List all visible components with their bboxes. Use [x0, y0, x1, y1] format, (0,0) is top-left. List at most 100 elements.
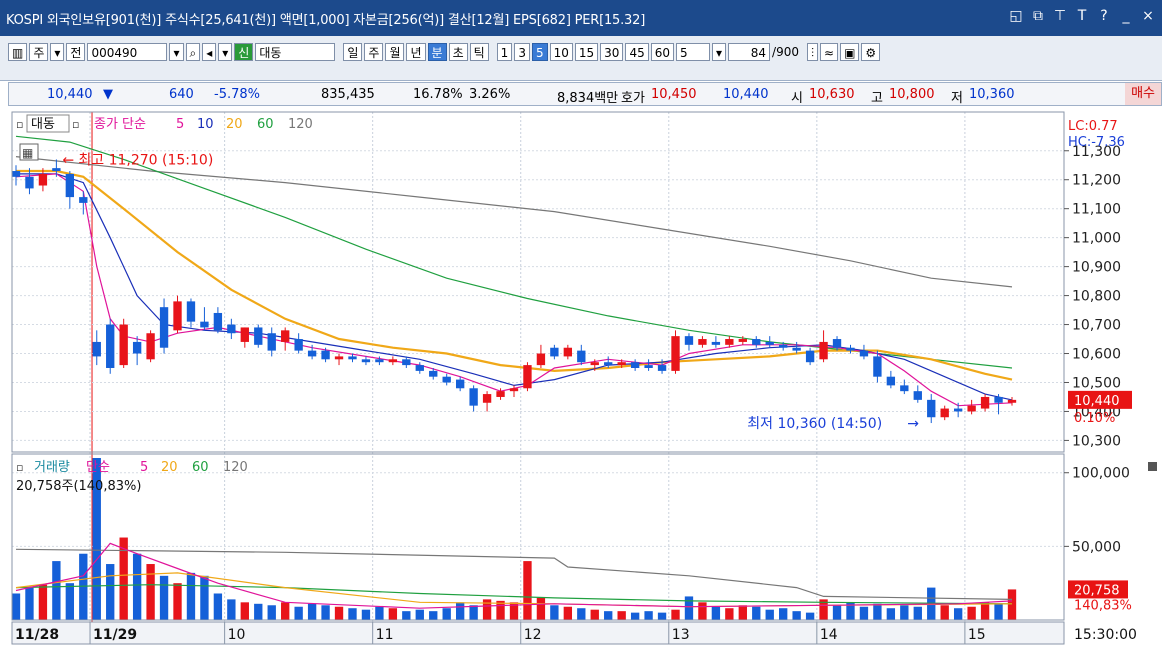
current-price: 10,440 [47, 87, 93, 102]
hc-label: HC:-7.36 [1068, 135, 1125, 150]
candle-body [671, 336, 680, 371]
code-input[interactable]: 000490 [87, 43, 168, 61]
volume-bar [846, 602, 855, 620]
interval-dropdown-icon[interactable]: ▾ [712, 43, 727, 61]
mode-select[interactable]: 주 [29, 43, 49, 61]
time-tick-label: 11 [376, 627, 394, 643]
last-time-label: 15:30:00 [1074, 627, 1137, 643]
volume-ma60-line [15, 584, 1013, 605]
candle-body [604, 362, 613, 366]
layout-icon[interactable]: ▥ [8, 43, 28, 61]
interval-tab[interactable]: 5 [531, 43, 548, 61]
candle-body [119, 324, 128, 366]
candle-body [79, 197, 88, 203]
period-tab[interactable]: 틱 [469, 43, 489, 61]
interval-value[interactable]: 5 [676, 43, 710, 61]
price-tick-label: 10,700 [1072, 318, 1121, 334]
ma5-line [15, 173, 1013, 407]
speaker-icon[interactable]: ◂ [202, 43, 217, 61]
close-icon[interactable]: × [1142, 8, 1154, 24]
volume-bar [711, 606, 721, 620]
volume-legend-ma-label: 단순 [86, 460, 110, 475]
period-tab[interactable]: 년 [406, 43, 426, 61]
speaker-dropdown-icon[interactable]: ▾ [218, 43, 233, 61]
legend-square-icon: ▫ [16, 118, 23, 131]
volume-bar [832, 605, 842, 620]
volume-bar [792, 611, 801, 620]
ask-label: 호가 [621, 91, 645, 106]
period-tab[interactable]: 일 [343, 43, 363, 61]
candle-body [106, 324, 115, 368]
interval-tab[interactable]: 60 [650, 43, 674, 61]
restore-icon[interactable]: ◱ [1009, 8, 1023, 24]
low-label: 저 [951, 91, 963, 106]
volume-bar [671, 609, 680, 620]
volume-panel-frame [11, 453, 1065, 621]
help-icon[interactable]: ? [1100, 8, 1108, 24]
candle-body [967, 405, 976, 412]
price-tick-label: 11,200 [1072, 173, 1121, 189]
table-icon [19, 143, 39, 161]
candle-body [482, 394, 492, 403]
font-icon[interactable]: T [1077, 8, 1087, 24]
volume-ma-lines [15, 542, 1013, 609]
candle-body [281, 330, 290, 342]
ask-price: 10,450 [651, 87, 697, 102]
settings-gear-icon[interactable]: ⚙ [861, 43, 881, 61]
volume-bar [415, 609, 424, 620]
mode-dropdown-icon[interactable]: ▾ [50, 43, 65, 61]
count-input[interactable]: 84 [728, 43, 771, 61]
interval-tab[interactable]: 10 [549, 43, 573, 61]
legend-ma-item: 120 [288, 117, 313, 132]
volume-legend-item: 120 [223, 460, 248, 475]
period-tab[interactable]: 분 [427, 43, 447, 61]
candle-body [240, 327, 249, 342]
candle-body [415, 365, 424, 371]
time-tick-label: 13 [672, 627, 690, 643]
candle-body [307, 350, 317, 357]
volume-bar [132, 553, 142, 620]
candle-body [940, 408, 949, 418]
volume-bar [482, 599, 492, 620]
interval-tab[interactable]: 30 [600, 43, 624, 61]
save-icon[interactable]: ▣ [840, 43, 860, 61]
chart-background [0, 108, 1162, 652]
volume-legend-label: 거래량 [34, 460, 70, 475]
range-select[interactable]: 전 [66, 43, 86, 61]
candle-body [873, 356, 882, 377]
period-tab[interactable]: 주 [364, 43, 384, 61]
interval-tab[interactable]: 15 [574, 43, 599, 61]
volume-ma120-line [15, 548, 1013, 600]
candle-body [819, 341, 828, 360]
minimize-icon[interactable]: _ [1122, 8, 1130, 24]
buy-button[interactable]: 매수 [1125, 83, 1161, 105]
period-tab[interactable]: 월 [385, 43, 405, 61]
volume-bar [563, 606, 573, 620]
interval-tab[interactable]: 3 [514, 43, 530, 61]
candle-body [254, 327, 263, 345]
interval-tab[interactable]: 45 [625, 43, 649, 61]
new-window-icon[interactable]: ⧉ [1033, 8, 1043, 24]
candle-body [657, 365, 667, 371]
code-dropdown-icon[interactable]: ▾ [169, 43, 184, 61]
legend-stock: 대동 [31, 117, 55, 132]
candle-body [523, 365, 532, 389]
legend-ma-item: 60 [257, 117, 274, 132]
compare-icon[interactable]: ≈ [820, 43, 839, 61]
price-tick-label: 11,100 [1072, 202, 1121, 218]
volume-bar [92, 458, 101, 620]
search-icon[interactable]: ⌕ [185, 43, 201, 61]
volume-bar [442, 608, 451, 620]
axes: 11,300 11,200 11,100 11,000 10,900 10,800 10,7… [11, 111, 1137, 645]
pin-icon[interactable]: ⊤ [1053, 8, 1067, 24]
candle-body [361, 359, 371, 363]
volume-bar [805, 612, 815, 620]
title-bar: KOSPI 외국인보유[901(천)] 주식수[25,641(천)] 액면[1,… [0, 0, 1162, 36]
volume-bar [79, 553, 88, 620]
candle-body [698, 339, 707, 345]
period-tab[interactable]: 초 [448, 43, 468, 61]
candle-icon[interactable]: ⫶ [806, 43, 818, 61]
interval-tab[interactable]: 1 [496, 43, 513, 61]
volume-bar [119, 537, 128, 620]
